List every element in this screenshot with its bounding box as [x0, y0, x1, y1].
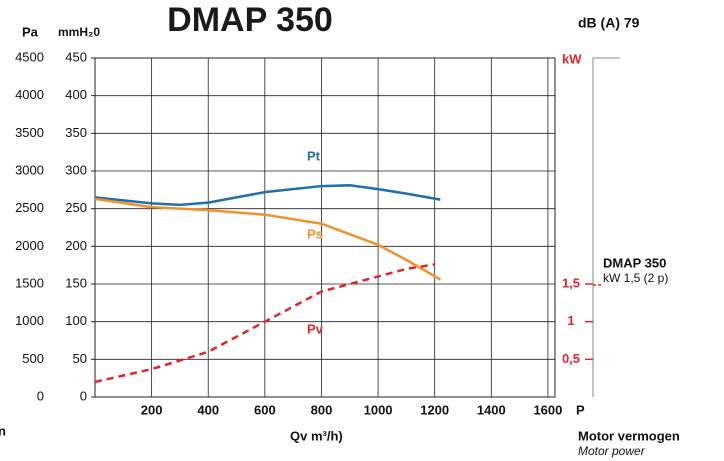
series-line [94, 197, 441, 281]
ymm-tick-label: 150 [65, 275, 87, 290]
y2-label: kW [562, 51, 582, 66]
ymm-tick-label: 50 [73, 351, 87, 366]
x-tick-label: 200 [141, 402, 163, 417]
y-tick-label: 4500 [15, 49, 44, 64]
y-label: Pa [22, 24, 39, 39]
ymm-tick-label: 0 [80, 388, 87, 403]
x-label: Qv m³/h) [290, 428, 343, 443]
y-tick-label: 2000 [15, 238, 44, 253]
x-tick-label: 1600 [533, 402, 562, 417]
series-label: Pv [307, 321, 324, 336]
cut-label: n [0, 423, 6, 438]
y-tick-label: 1000 [15, 313, 44, 328]
ymm-tick-label: 400 [65, 87, 87, 102]
ymm-tick-label: 300 [65, 162, 87, 177]
y-tick-label: 2500 [15, 200, 44, 215]
motor-label-en: Motor power [578, 444, 646, 458]
y-tick-label: 1500 [15, 275, 44, 290]
y-tick-label: 4000 [15, 87, 44, 102]
y2-tick-label: 1 [567, 313, 574, 328]
y-tick-label: 3000 [15, 162, 44, 177]
series-line [94, 184, 441, 207]
y-tick-label: 500 [22, 351, 44, 366]
ymm-tick-label: 250 [65, 200, 87, 215]
y-tick-label: 3500 [15, 125, 44, 140]
motor-rating: kW 1,5 (2 p) [603, 271, 668, 285]
motor-label: Motor vermogen [578, 428, 680, 443]
model-label: DMAP 350 [603, 255, 666, 270]
x-end-label: P [576, 402, 585, 417]
series-label: Pt [307, 148, 321, 163]
x-tick-label: 600 [254, 402, 276, 417]
x-tick-label: 400 [197, 402, 219, 417]
x-tick-label: 800 [311, 402, 333, 417]
y-tick-label: 0 [37, 388, 44, 403]
series-label: Ps [307, 226, 323, 241]
x-tick-label: 1000 [364, 402, 393, 417]
ymm-tick-label: 450 [65, 49, 87, 64]
chart-title: DMAP 350 [167, 1, 333, 39]
y2-tick-label: 0,5 [562, 351, 580, 366]
series-line [94, 263, 435, 384]
subtitle: dB (A) 79 [578, 15, 640, 31]
y2-tick-label: 1,5 [562, 275, 580, 290]
x-tick-label: 1200 [420, 402, 449, 417]
x-tick-label: 1400 [477, 402, 506, 417]
plot-frame [94, 57, 556, 398]
ymm-label: mmH₂0 [58, 25, 100, 39]
ymm-tick-label: 100 [65, 313, 87, 328]
ymm-tick-label: 200 [65, 238, 87, 253]
ymm-tick-label: 350 [65, 125, 87, 140]
